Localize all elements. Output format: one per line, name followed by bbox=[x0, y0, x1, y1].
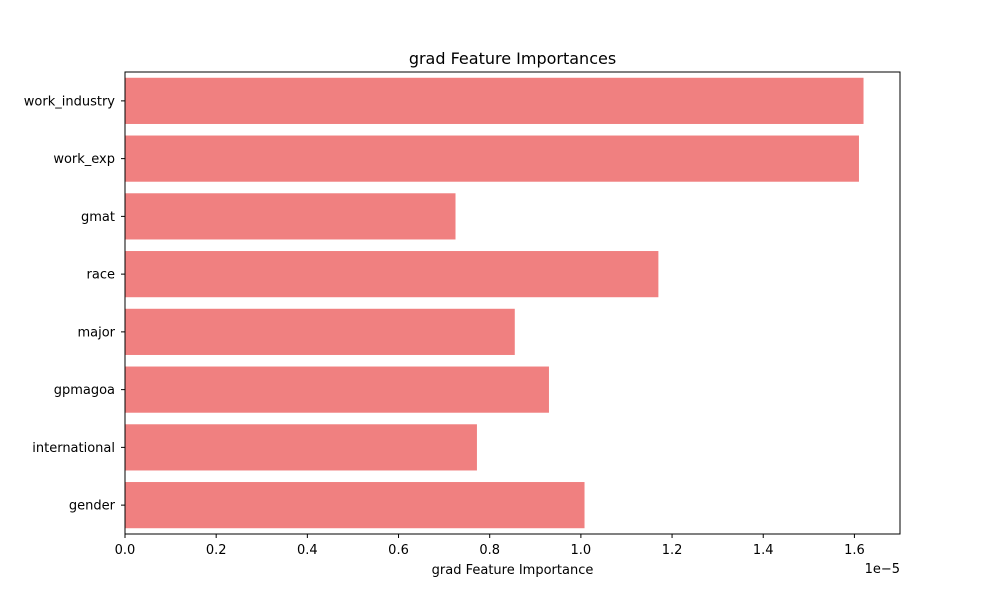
bar-race bbox=[125, 251, 659, 298]
x-tick-label: 0.2 bbox=[206, 543, 227, 558]
x-tick-label: 0.6 bbox=[388, 543, 409, 558]
x-axis-scale-label: 1e−5 bbox=[865, 562, 900, 577]
y-tick-label: work_industry bbox=[24, 94, 116, 109]
y-tick-label: race bbox=[87, 268, 115, 283]
y-tick-label: international bbox=[32, 441, 115, 456]
bar-major bbox=[125, 308, 515, 355]
x-tick-label: 0.4 bbox=[297, 543, 318, 558]
y-tick-label: gmat bbox=[81, 210, 115, 225]
plot-frame bbox=[124, 71, 901, 535]
x-tick-label: 1.2 bbox=[662, 543, 683, 558]
y-tick-label: gpmagoa bbox=[54, 383, 115, 398]
x-tick-label: 1.4 bbox=[753, 543, 774, 558]
bars-group bbox=[125, 77, 864, 529]
bar-work_industry bbox=[125, 77, 864, 124]
bar-gmat bbox=[125, 193, 456, 240]
bar-international bbox=[125, 424, 477, 471]
y-tick-label: work_exp bbox=[53, 152, 115, 167]
bar-work_exp bbox=[125, 135, 859, 182]
x-axis-label: grad Feature Importance bbox=[432, 563, 594, 578]
x-tick-label: 1.0 bbox=[571, 543, 592, 558]
bar-gender bbox=[125, 482, 585, 529]
x-axis-ticks: 0.0 0.2 0.4 0.6 0.8 1.0 1.2 1.4 1.6 bbox=[115, 534, 865, 558]
y-tick-label: major bbox=[77, 325, 115, 340]
x-tick-label: 0.0 bbox=[115, 543, 136, 558]
y-tick-label: gender bbox=[69, 499, 116, 514]
x-tick-label: 0.8 bbox=[479, 543, 500, 558]
chart-title: grad Feature Importances bbox=[409, 49, 616, 68]
bar-gpmagoa bbox=[125, 366, 549, 413]
x-tick-label: 1.6 bbox=[844, 543, 865, 558]
